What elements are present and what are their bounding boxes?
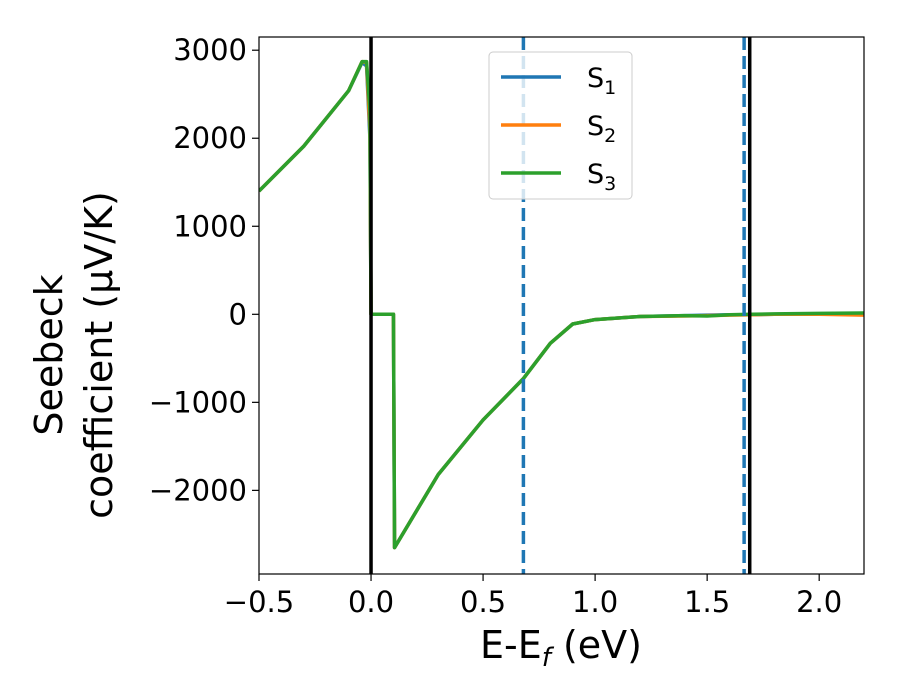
legend-label-3: S3 xyxy=(587,159,616,195)
legend: S1 S2 S3 xyxy=(488,51,633,200)
y-axis-label-line1: Seebeck xyxy=(27,274,71,435)
x-axis-label: E-Ef (eV) xyxy=(480,623,642,673)
x-tick-label: 0.0 xyxy=(348,585,394,619)
x-tick-label: −0.5 xyxy=(224,585,294,619)
y-tick-label: 1000 xyxy=(173,209,247,243)
y-tick-label: −1000 xyxy=(149,385,247,419)
x-tick-label: 0.5 xyxy=(460,585,506,619)
series-line-3 xyxy=(259,59,864,550)
series-lines xyxy=(259,59,864,550)
y-tick-label: −2000 xyxy=(149,473,247,507)
x-tick-label: 1.0 xyxy=(572,585,618,619)
y-tick-label: 0 xyxy=(229,297,247,331)
y-tick-label: 2000 xyxy=(173,121,247,155)
plot-frame xyxy=(258,36,865,575)
y-axis-label-line2: coefficient (μV/K) xyxy=(77,191,121,519)
x-tick-label: 2.0 xyxy=(796,585,842,619)
x-tick-label: 1.5 xyxy=(684,585,730,619)
axis-ticks: −0.5 0.0 0.5 1.0 1.5 2.0 3000 2000 1000 0 −1000 −20… xyxy=(149,33,842,619)
vertical-lines xyxy=(369,37,752,574)
legend-label-1: S1 xyxy=(587,63,616,99)
legend-label-2: S2 xyxy=(587,111,616,147)
y-tick-label: 3000 xyxy=(173,33,247,67)
